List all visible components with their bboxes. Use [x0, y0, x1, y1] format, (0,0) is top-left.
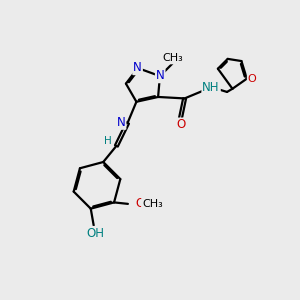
Text: N: N [156, 69, 165, 82]
Text: H: H [104, 136, 112, 146]
Text: CH₃: CH₃ [142, 199, 163, 209]
Text: CH₃: CH₃ [162, 53, 183, 63]
Text: NH: NH [202, 81, 220, 94]
Text: O: O [135, 197, 144, 210]
Text: O: O [176, 118, 185, 131]
Text: N: N [133, 61, 142, 74]
Text: O: O [248, 74, 256, 84]
Text: N: N [117, 116, 125, 129]
Text: OH: OH [86, 227, 104, 240]
